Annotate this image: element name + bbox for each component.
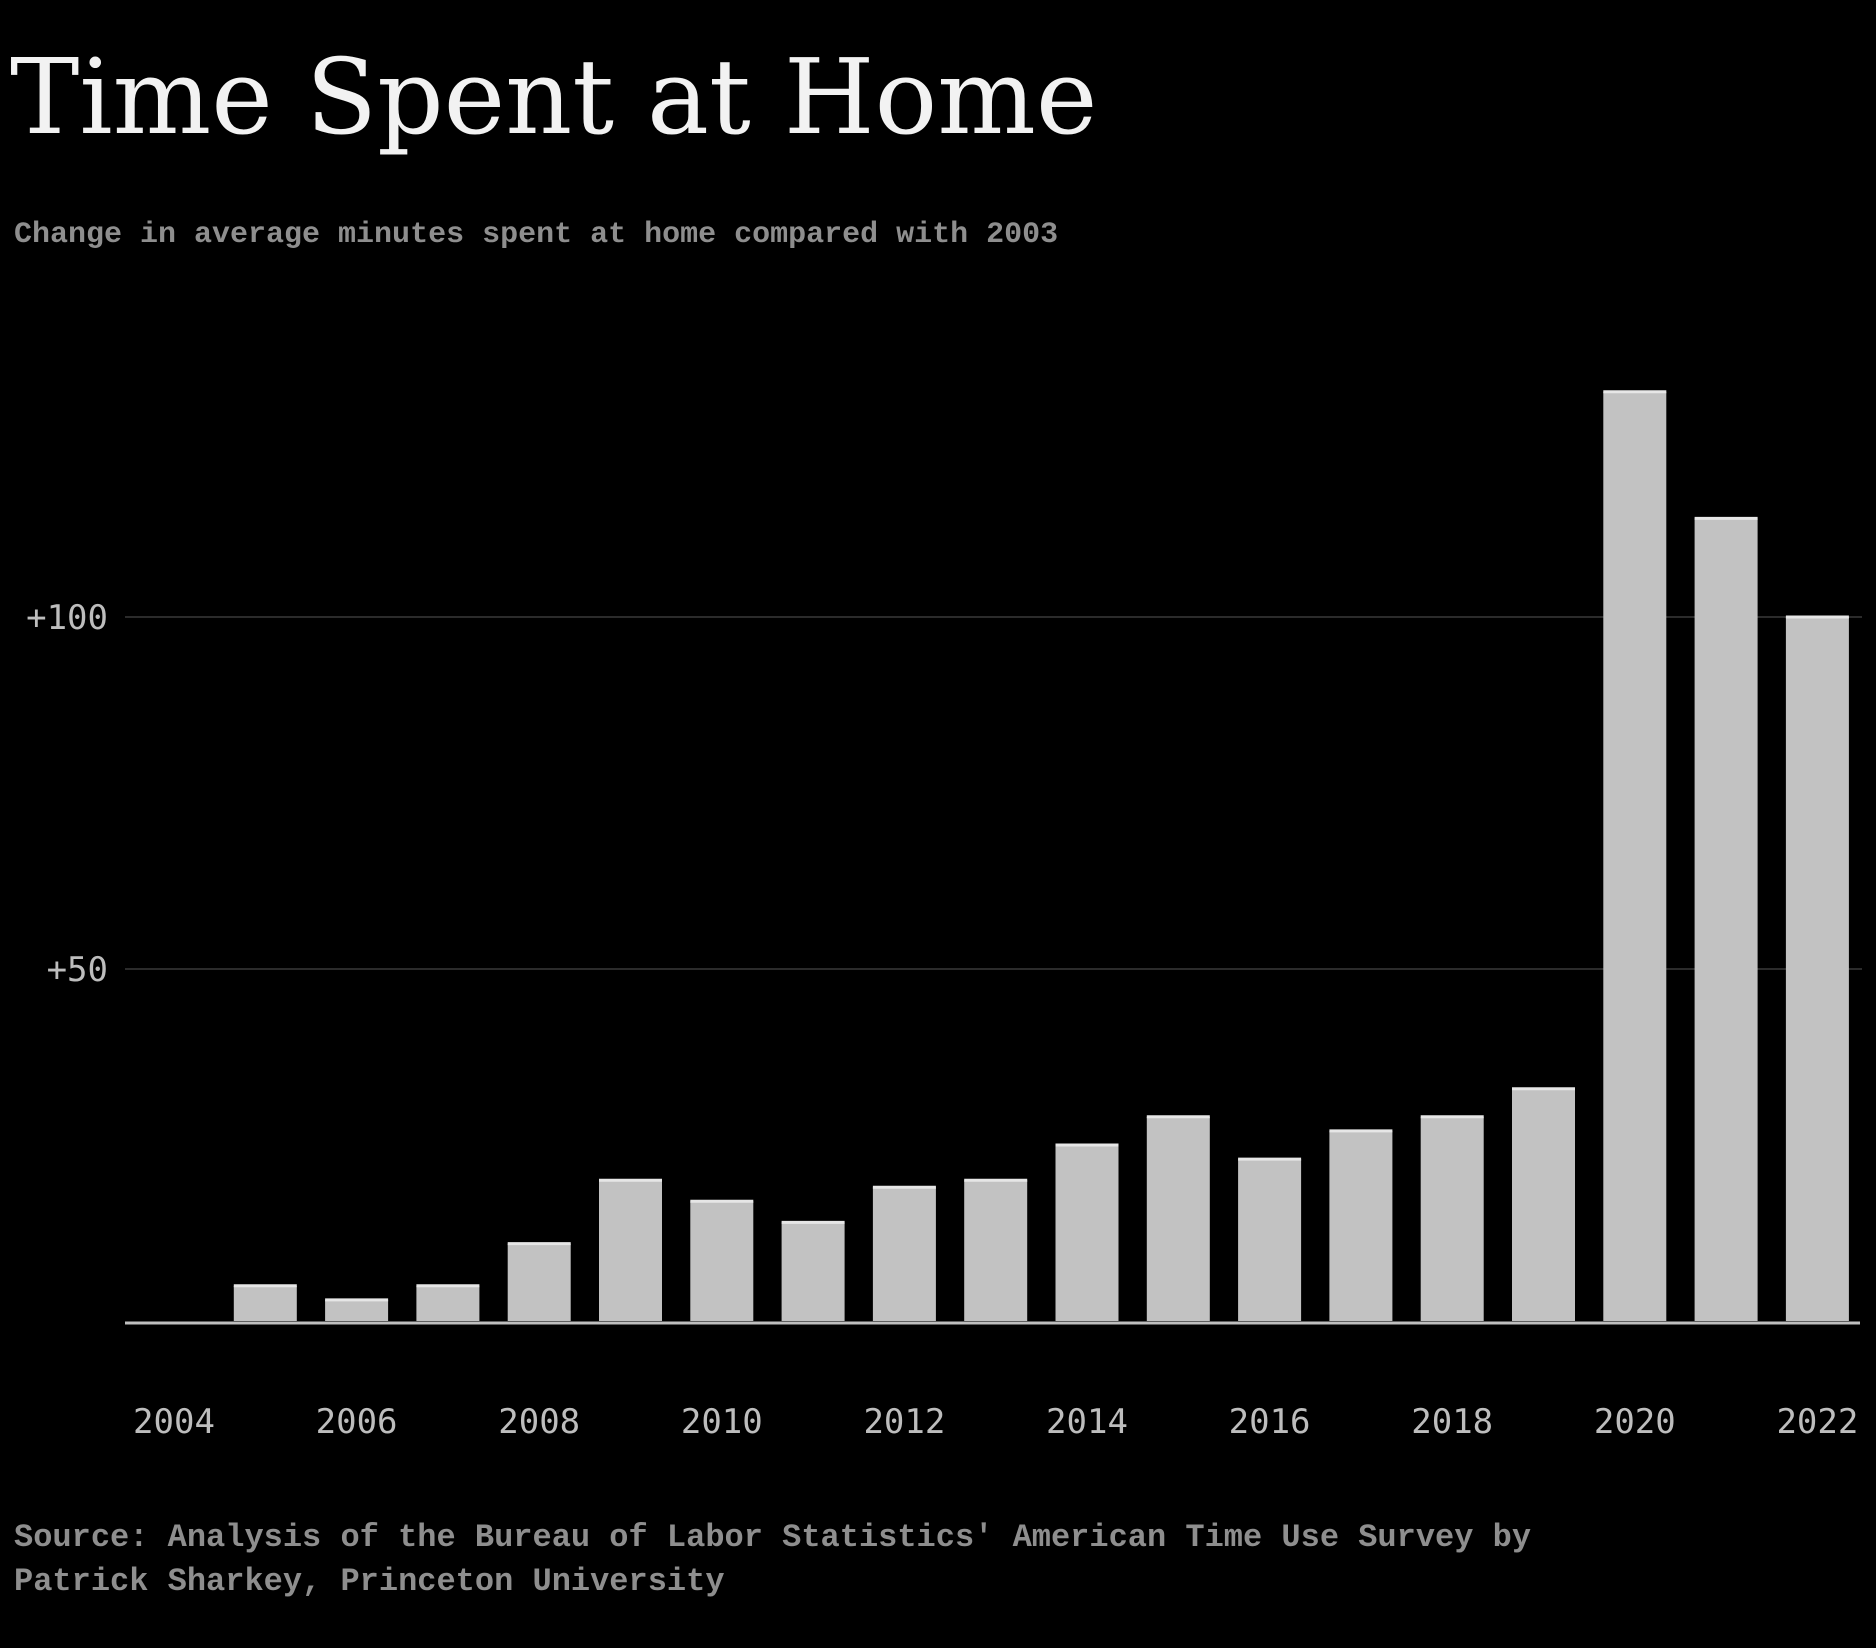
bar-2007 bbox=[416, 1285, 480, 1321]
y-tick-label: +100 bbox=[26, 598, 108, 638]
bar-2008 bbox=[507, 1243, 571, 1321]
bar-2015 bbox=[1146, 1116, 1210, 1321]
x-tick-label: 2012 bbox=[863, 1402, 945, 1442]
bar-2009 bbox=[599, 1180, 662, 1321]
chart-title: Time Spent at Home bbox=[10, 36, 1098, 158]
bar-2016 bbox=[1238, 1159, 1302, 1321]
y-tick-label: +50 bbox=[47, 950, 108, 990]
x-tick-label: 2004 bbox=[133, 1402, 215, 1442]
chart-subtitle: Change in average minutes spent at home … bbox=[14, 218, 1059, 252]
x-tick-label: 2020 bbox=[1594, 1402, 1676, 1442]
bar-2005 bbox=[233, 1285, 297, 1321]
bar-2019 bbox=[1512, 1088, 1575, 1321]
source-line-2: Patrick Sharkey, Princeton University bbox=[14, 1563, 725, 1600]
bar-2021 bbox=[1694, 518, 1758, 1321]
bar-2010 bbox=[690, 1201, 754, 1321]
x-tick-label: 2006 bbox=[316, 1402, 398, 1442]
bar-2018 bbox=[1420, 1116, 1484, 1321]
x-tick-label: 2010 bbox=[681, 1402, 763, 1442]
source-line-1: Source: Analysis of the Bureau of Labor … bbox=[14, 1519, 1532, 1556]
bar-2013 bbox=[964, 1180, 1028, 1321]
x-tick-label: 2014 bbox=[1046, 1402, 1128, 1442]
bars bbox=[233, 390, 1849, 1321]
x-tick-label: 2018 bbox=[1411, 1402, 1493, 1442]
bar-2006 bbox=[325, 1299, 389, 1321]
bar-2012 bbox=[872, 1187, 936, 1321]
bar-2014 bbox=[1055, 1145, 1119, 1321]
source-note: Source: Analysis of the Bureau of Labor … bbox=[14, 1516, 1531, 1604]
bar-2020 bbox=[1603, 391, 1667, 1321]
bar-2022 bbox=[1785, 617, 1849, 1321]
gridlines bbox=[125, 616, 1862, 970]
bar-2011 bbox=[781, 1222, 845, 1321]
x-tick-label: 2008 bbox=[498, 1402, 580, 1442]
axes: +50 +100 2004 2006 2008 2010 2012 2014 2016 2018 2… bbox=[26, 598, 1860, 1442]
bar-2017 bbox=[1329, 1130, 1393, 1321]
x-tick-label: 2016 bbox=[1229, 1402, 1311, 1442]
x-tick-label: 2022 bbox=[1776, 1402, 1858, 1442]
